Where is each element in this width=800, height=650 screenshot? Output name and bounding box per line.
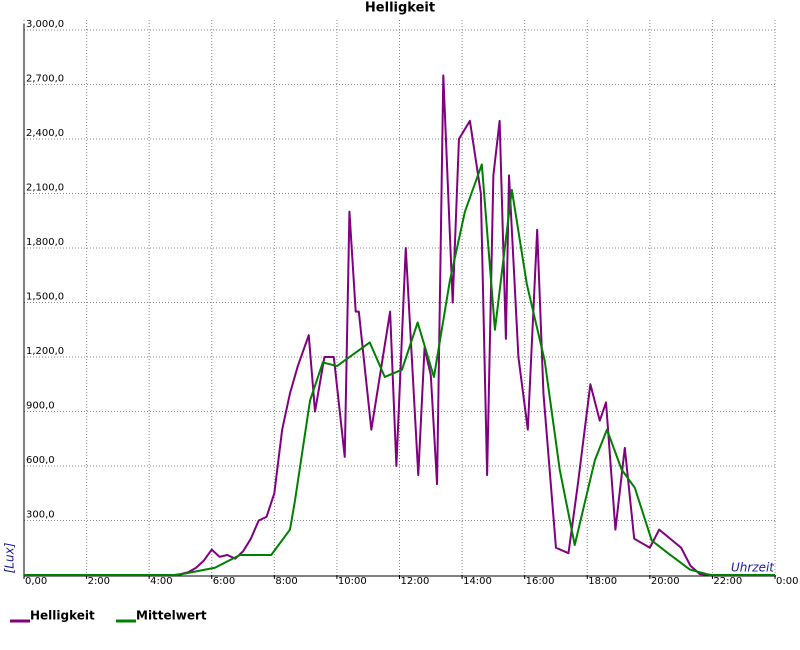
data-line xyxy=(24,74,775,576)
y-tick-label: 300,0 xyxy=(26,510,55,521)
y-tick-label: 2,400,0 xyxy=(26,128,64,139)
y-tick-label: 1,200,0 xyxy=(26,346,64,357)
y-tick-label: 1,500,0 xyxy=(26,292,64,303)
y-tick-label: 2,700,0 xyxy=(26,74,64,85)
legend-label: Mittelwert xyxy=(136,609,207,623)
x-tick-label: 12:00 xyxy=(401,576,430,587)
x-tick-label: 4:00 xyxy=(150,576,172,587)
x-tick-label: 6:00 xyxy=(213,576,235,587)
x-tick-label: 0:00 xyxy=(776,576,798,587)
x-tick-label: 22:00 xyxy=(713,576,742,587)
x-tick-label: 8:00 xyxy=(275,576,297,587)
y-tick-label: 3,000,0 xyxy=(26,19,64,30)
x-tick-label: 20:00 xyxy=(651,576,680,587)
x-tick-label: 0,00 xyxy=(25,576,47,587)
chart-title: Helligkeit xyxy=(365,1,435,16)
y-tick-label: 1,800,0 xyxy=(26,237,64,248)
x-axis-title: Uhrzeit xyxy=(731,561,775,575)
y-tick-label: 2,100,0 xyxy=(26,183,64,194)
y-tick-label: 600,0 xyxy=(26,455,55,466)
y-tick-label: 900,0 xyxy=(26,401,55,412)
x-tick-label: 18:00 xyxy=(588,576,617,587)
x-tick-label: 16:00 xyxy=(526,576,555,587)
y-axis-title: [Lux] xyxy=(3,542,17,573)
data-line xyxy=(24,163,775,576)
x-tick-label: 14:00 xyxy=(463,576,492,587)
x-tick-label: 10:00 xyxy=(338,576,367,587)
legend-label: Helligkeit xyxy=(30,609,95,623)
x-tick-label: 2:00 xyxy=(88,576,110,587)
